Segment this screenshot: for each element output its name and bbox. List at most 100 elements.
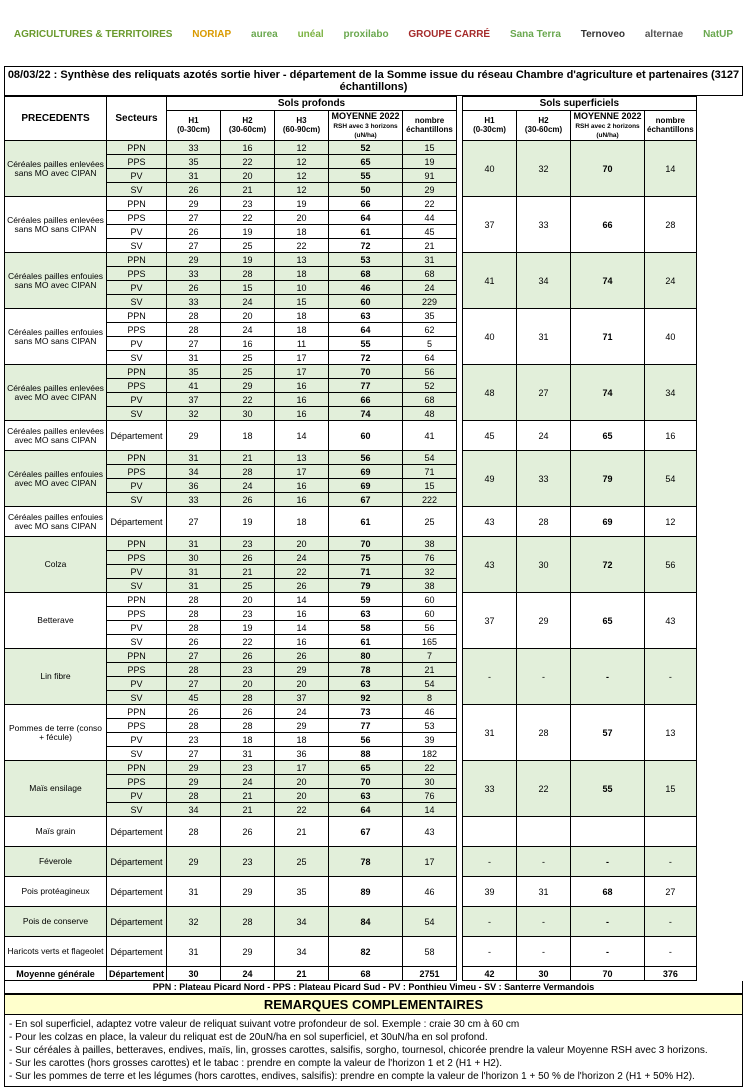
cell: PV: [107, 621, 167, 635]
cell: 10: [275, 281, 329, 295]
cell: 19: [275, 197, 329, 211]
cell: 23: [221, 761, 275, 775]
cell: 67: [329, 817, 403, 847]
table-row: Pois protéagineuxDépartement312935894639…: [5, 877, 697, 907]
cell: 43: [463, 537, 517, 593]
cell: Moyenne générale: [5, 967, 107, 981]
cell: 23: [221, 663, 275, 677]
cell: 15: [275, 295, 329, 309]
cell: 22: [221, 211, 275, 225]
cell: PPS: [107, 775, 167, 789]
cell: [571, 817, 645, 847]
cell: 19: [221, 225, 275, 239]
cell: PV: [107, 337, 167, 351]
cell: 56: [403, 621, 457, 635]
cell: 22: [403, 761, 457, 775]
precedent-cell: Céréales pailles enfouies avec MO avec C…: [5, 451, 107, 507]
cell: 7: [403, 649, 457, 663]
cell: 70: [571, 967, 645, 981]
cell: 16: [275, 607, 329, 621]
cell: 18: [221, 421, 275, 451]
cell: 14: [275, 621, 329, 635]
cell: 20: [221, 677, 275, 691]
precedent-cell: Céréales pailles enlevées sans MO sans C…: [5, 197, 107, 253]
cell: 64: [329, 803, 403, 817]
cell: 33: [167, 493, 221, 507]
cell: 31: [517, 877, 571, 907]
cell: 30: [517, 537, 571, 593]
precedent-cell: Céréales pailles enlevées avec MO avec C…: [5, 365, 107, 421]
cell: 45: [403, 225, 457, 239]
cell: -: [463, 907, 517, 937]
cell: PPS: [107, 211, 167, 225]
cell: 28: [221, 719, 275, 733]
cell: PPN: [107, 141, 167, 155]
cell: 14: [275, 593, 329, 607]
cell: 29: [221, 877, 275, 907]
cell: PPN: [107, 537, 167, 551]
precedent-cell: Lin fibre: [5, 649, 107, 705]
cell: 27: [167, 337, 221, 351]
cell: 91: [403, 169, 457, 183]
cell: PPN: [107, 761, 167, 775]
cell: 43: [403, 817, 457, 847]
table-row: Céréales pailles enlevées avec MO sans C…: [5, 421, 697, 451]
table-row: Céréales pailles enfouies sans MO sans C…: [5, 309, 697, 323]
cell: 31: [167, 877, 221, 907]
cell: 29: [167, 761, 221, 775]
cell: 12: [275, 141, 329, 155]
header-sup-h2: H2(30-60cm): [517, 111, 571, 141]
header-h1: H1(0-30cm): [167, 111, 221, 141]
cell: 68: [403, 267, 457, 281]
remark-line: - En sol superficiel, adaptez votre vale…: [9, 1018, 738, 1031]
cell: SV: [107, 691, 167, 705]
cell: 49: [463, 451, 517, 507]
cell: 17: [275, 351, 329, 365]
cell: 31: [167, 579, 221, 593]
cell: 88: [329, 747, 403, 761]
cell: 41: [403, 421, 457, 451]
cell: 37: [275, 691, 329, 705]
cell: 15: [221, 281, 275, 295]
cell: -: [463, 649, 517, 705]
cell: 5: [403, 337, 457, 351]
table-row: Haricots verts et flageoletDépartement31…: [5, 937, 697, 967]
cell: 15: [403, 479, 457, 493]
cell: -: [517, 937, 571, 967]
cell: 11: [275, 337, 329, 351]
cell: 72: [329, 351, 403, 365]
cell: -: [571, 907, 645, 937]
cell: 16: [275, 393, 329, 407]
cell: 13: [645, 705, 697, 761]
logo: proxilabo: [340, 27, 393, 42]
cell: 19: [403, 155, 457, 169]
cell: 15: [645, 761, 697, 817]
precedent-cell: Pois de conserve: [5, 907, 107, 937]
cell: 52: [329, 141, 403, 155]
cell: 12: [275, 183, 329, 197]
cell: 74: [571, 365, 645, 421]
cell: 29: [403, 183, 457, 197]
cell: 18: [275, 733, 329, 747]
cell: 28: [517, 705, 571, 761]
cell: 13: [275, 451, 329, 465]
cell: 57: [571, 705, 645, 761]
logo: aurea: [247, 27, 282, 42]
cell: 31: [167, 937, 221, 967]
cell: 26: [275, 579, 329, 593]
header-sols-profonds: Sols profonds: [167, 97, 457, 111]
cell: -: [645, 907, 697, 937]
cell: 68: [571, 877, 645, 907]
cell: 31: [167, 565, 221, 579]
cell: 72: [571, 537, 645, 593]
cell: -: [571, 847, 645, 877]
cell: 36: [167, 479, 221, 493]
cell: 35: [275, 877, 329, 907]
cell: 74: [571, 253, 645, 309]
cell: 63: [329, 789, 403, 803]
cell: 53: [329, 253, 403, 267]
remark-line: - Sur les pommes de terre et les légumes…: [9, 1070, 738, 1083]
cell: 71: [571, 309, 645, 365]
header-secteurs: Secteurs: [107, 97, 167, 141]
cell: 29: [275, 663, 329, 677]
